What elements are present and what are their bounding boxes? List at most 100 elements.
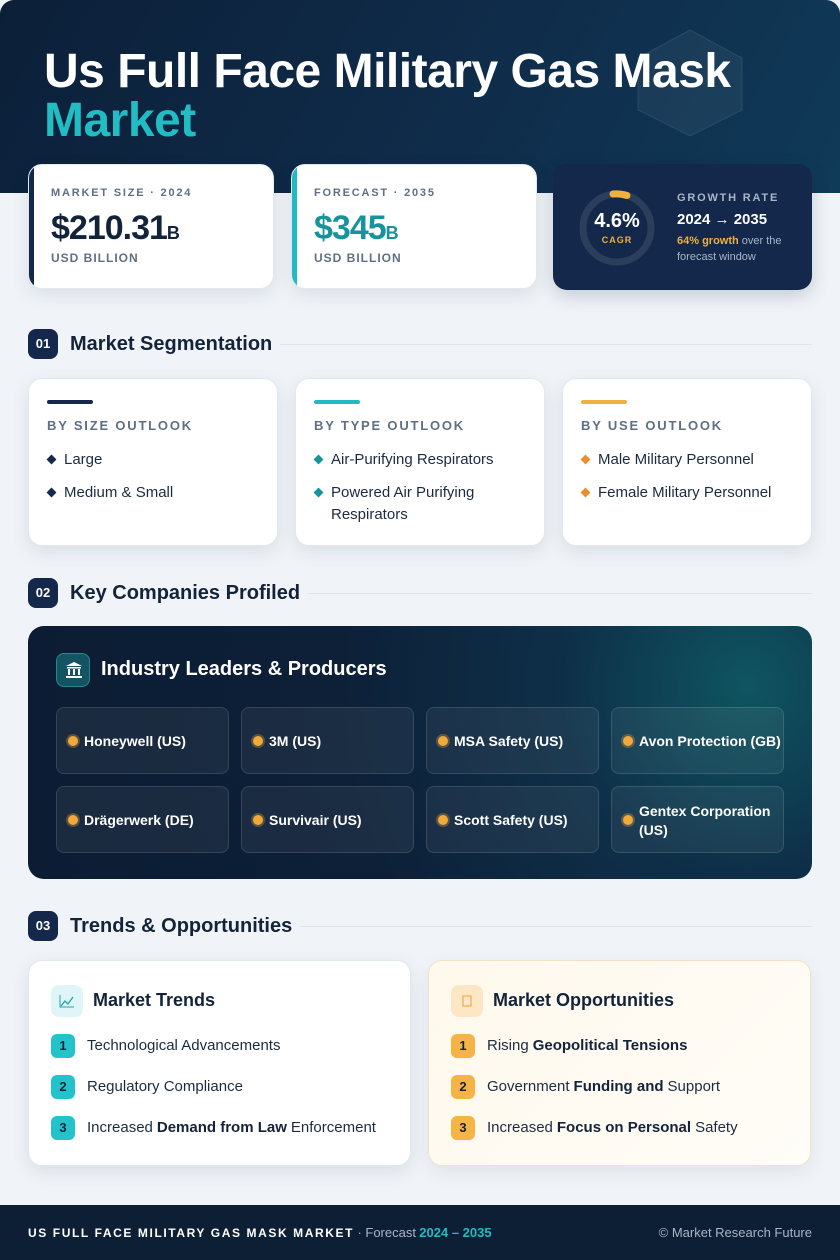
- cagr-ring: [579, 190, 655, 266]
- bullet: [253, 736, 263, 746]
- company: Scott Safety (US): [426, 786, 599, 853]
- section-header: 02 Key Companies Profiled: [28, 578, 812, 608]
- title-highlight: Market: [44, 94, 196, 147]
- footer-left: US FULL FACE MILITARY GAS MASK MARKET · …: [28, 1225, 492, 1240]
- segment-card: BY USE OUTLOOK Male Military Personnel F…: [562, 378, 812, 546]
- section-number: 03: [28, 911, 58, 941]
- segment-item: Air-Purifying Respirators: [331, 451, 494, 468]
- section-title: Trends & Opportunities: [70, 915, 293, 937]
- company-name: Drägerwerk (DE): [84, 812, 194, 828]
- section-title: Key Companies Profiled: [70, 582, 301, 604]
- text-part: Rising: [487, 1037, 529, 1054]
- section-header: 03 Trends & Opportunities: [28, 911, 812, 941]
- text-part: Regulatory Compliance: [87, 1078, 243, 1095]
- bullet: [68, 736, 78, 746]
- segment-card: BY SIZE OUTLOOK Large Medium & Small: [28, 378, 278, 546]
- text-part: Increased: [487, 1119, 553, 1136]
- bullet: [623, 815, 633, 825]
- growth-card: 4.6% CAGR GROWTH RATE 2024 → 2035 64% gr…: [553, 164, 812, 290]
- bullet: [623, 736, 633, 746]
- company-name: Scott Safety (US): [454, 812, 568, 828]
- stat-sub: USD BILLION: [314, 251, 402, 265]
- stat-card: FORECAST · 2035 $345B USD BILLION: [291, 164, 537, 289]
- stat-card: MARKET SIZE · 2024 $210.31B USD BILLION: [28, 164, 274, 289]
- companies-panel: Industry Leaders & Producers Honeywell (…: [28, 626, 812, 879]
- item-text: Rising Geopolitical Tensions: [487, 1037, 687, 1054]
- value: $210.31: [51, 209, 168, 247]
- opportunities-card: Market Opportunities 1 Rising Geopolitical…: [428, 960, 811, 1166]
- copyright: © Market Research Future: [658, 1225, 812, 1240]
- company-name: Survivair (US): [269, 812, 362, 828]
- section-number: 01: [28, 329, 58, 359]
- unit: B: [166, 223, 180, 243]
- footer: US FULL FACE MILITARY GAS MASK MARKET · …: [0, 1205, 840, 1260]
- hex-decoration: [637, 29, 743, 137]
- note: over the forecast window: [677, 235, 782, 263]
- brand: US FULL FACE MILITARY GAS MASK MARKET: [28, 1226, 355, 1240]
- item-number: 3: [451, 1116, 475, 1140]
- item-number: 2: [51, 1075, 75, 1099]
- icon: [51, 985, 83, 1017]
- bullet: [68, 815, 78, 825]
- text-part: Focus on Personal: [556, 1119, 692, 1136]
- growth-label: GROWTH RATE: [677, 192, 780, 204]
- title: Us Full Face Military Gas Mask: [44, 45, 731, 98]
- item-text: Government Funding and Support: [487, 1078, 720, 1095]
- trends-card: Market Trends 1 Technological Advancement…: [28, 960, 411, 1166]
- unit: B: [385, 223, 399, 243]
- segment-item: Male Military Personnel: [598, 451, 754, 468]
- cagr-label: CAGR: [601, 235, 633, 245]
- bullet: [253, 815, 263, 825]
- company-name: Honeywell (US): [84, 733, 186, 749]
- highlight: 64% growth: [677, 235, 739, 247]
- item-text: Regulatory Compliance: [87, 1078, 243, 1095]
- segment-title: BY SIZE OUTLOOK: [47, 418, 193, 433]
- header: Us Full Face Military Gas Mask Market: [0, 0, 840, 193]
- growth-note: 64% growth over the forecast window: [677, 233, 802, 265]
- segment-card: BY TYPE OUTLOOK Air-Purifying Respirator…: [295, 378, 545, 546]
- company-name: Avon Protection (GB): [639, 733, 781, 749]
- text-part: Demand from Law: [156, 1119, 287, 1136]
- icon: [451, 985, 483, 1017]
- text-part: Increased: [87, 1119, 153, 1136]
- item-text: Technological Advancements: [87, 1037, 280, 1054]
- company: Honeywell (US): [56, 707, 229, 774]
- icon: [56, 653, 90, 687]
- stat-value: $345B: [314, 209, 399, 248]
- growth-range: 2024 → 2035: [677, 211, 768, 228]
- company: Gentex Corporation (US): [611, 786, 784, 853]
- segment-item: Medium & Small: [64, 484, 174, 501]
- stat-sub: USD BILLION: [51, 251, 139, 265]
- text-part: Funding and: [573, 1078, 664, 1095]
- stat-label: MARKET SIZE · 2024: [51, 187, 193, 199]
- company: 3M (US): [241, 707, 414, 774]
- text-part: Geopolitical Tensions: [532, 1037, 688, 1054]
- segment-title: BY USE OUTLOOK: [581, 418, 723, 433]
- company: Drägerwerk (DE): [56, 786, 229, 853]
- item-number: 2: [451, 1075, 475, 1099]
- section-number: 02: [28, 578, 58, 608]
- item-number: 1: [51, 1034, 75, 1058]
- text-part: Enforcement: [290, 1119, 376, 1136]
- item-number: 3: [51, 1116, 75, 1140]
- card-title: Market Opportunities: [493, 990, 675, 1010]
- stat-label: FORECAST · 2035: [314, 187, 436, 199]
- segment-title: BY TYPE OUTLOOK: [314, 418, 465, 433]
- bullet: [438, 815, 448, 825]
- item-number: 1: [451, 1034, 475, 1058]
- segment-item: Large: [64, 451, 103, 468]
- company: Avon Protection (GB): [611, 707, 784, 774]
- stat-value: $210.31B: [51, 209, 180, 248]
- text-part: Government: [487, 1078, 570, 1095]
- company-name: 3M (US): [269, 733, 322, 749]
- cagr-value: 4.6%: [594, 210, 640, 232]
- bullet: [438, 736, 448, 746]
- segment-item: Powered Air Purifying Respirators: [331, 484, 475, 523]
- section-title: Market Segmentation: [70, 333, 273, 355]
- text-part: Safety: [695, 1119, 738, 1136]
- item-text: Increased Focus on Personal Safety: [487, 1119, 738, 1136]
- section-header: 01 Market Segmentation: [28, 329, 812, 359]
- years: 2024 – 2035: [419, 1225, 492, 1240]
- segment-item: Female Military Personnel: [598, 484, 772, 501]
